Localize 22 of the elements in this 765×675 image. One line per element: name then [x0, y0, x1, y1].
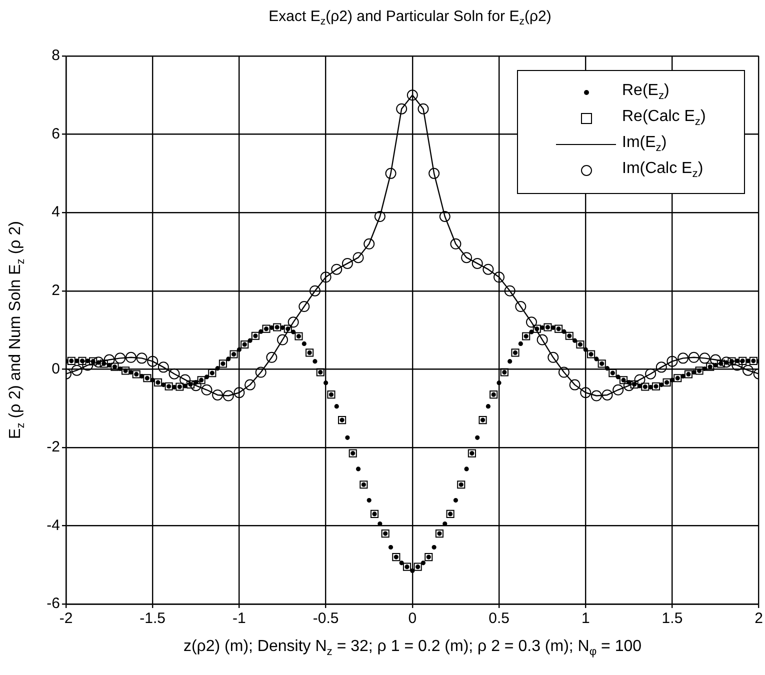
y-tick-label: -2: [46, 438, 60, 456]
x-tick-label: -0.5: [312, 610, 339, 628]
x-tick-label: 0: [408, 610, 417, 628]
y-tick-label: 0: [52, 360, 60, 378]
chart-title: Exact E$_{z}$(ρ2) and Particular Soln for E$_{z}$(ρ2): [268, 8, 552, 28]
x-tick-label: -1.5: [140, 610, 166, 628]
y-tick-label: 4: [52, 204, 60, 221]
y-tick-label: 6: [52, 125, 60, 142]
legend-label: Re(Calc E$_{z}$): [622, 108, 706, 128]
y-tick-label: -4: [46, 516, 60, 534]
y-tick-label: 8: [52, 47, 60, 64]
y-tick-label: 2: [52, 282, 60, 299]
y-tick-label: -6: [46, 595, 60, 612]
legend-label: Re(E$_{z}$): [622, 82, 670, 102]
x-tick-label: -1: [232, 610, 246, 628]
x-tick-label: 1.5: [662, 610, 683, 628]
x-axis-title: z(ρ2) (m); Density N$_{z}$ = 32; ρ 1 = 0.2 (m); ρ 2 = 0.3 (m); N$_{φ}$ = 100: [182, 638, 643, 658]
legend-label: Im(Calc E$_{z}$): [622, 160, 704, 180]
x-tick-label: 1: [581, 610, 590, 628]
x-tick-label: 2: [754, 610, 763, 628]
x-tick-label: 0.5: [488, 610, 510, 628]
legend-label: Im(E$_{z}$): [622, 134, 667, 154]
